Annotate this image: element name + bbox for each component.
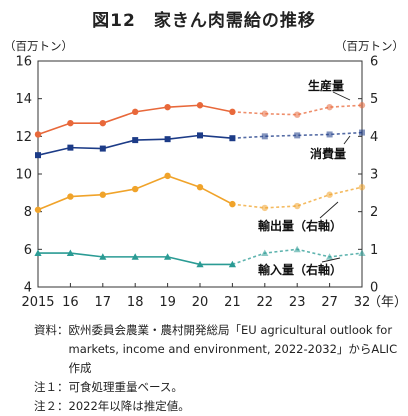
data-point <box>132 137 139 144</box>
data-point <box>164 136 171 143</box>
data-point <box>197 132 203 139</box>
x-tick-label: 2015 <box>21 295 54 310</box>
x-tick-label: 16 <box>62 295 79 310</box>
series-label: 輸入量（右軸） <box>258 262 342 277</box>
x-tick-label: 23 <box>289 295 306 310</box>
data-point <box>359 129 365 136</box>
data-point <box>67 193 74 200</box>
left-axis-unit: （百万トン） <box>4 39 73 53</box>
data-point <box>294 132 301 139</box>
right-tick-label: 2 <box>370 205 378 220</box>
data-point <box>261 204 268 212</box>
data-point <box>99 119 107 127</box>
data-point <box>229 200 236 208</box>
label-leader-line <box>332 91 351 101</box>
data-point <box>99 191 107 198</box>
data-point <box>131 253 139 260</box>
left-tick-label: 16 <box>15 55 32 70</box>
notes: 資料： 欧州委員会農業・農村開発総局「EU agricultural outlo… <box>34 321 406 416</box>
series-label: 生産量 <box>308 78 344 93</box>
data-point <box>196 102 204 109</box>
x-tick-label: 32 <box>354 295 371 310</box>
series-line-estimate <box>232 186 363 209</box>
label-leader-line <box>319 201 339 219</box>
label-leader-line <box>343 135 351 145</box>
source-label: 資料： <box>34 323 69 337</box>
right-tick-label: 3 <box>370 168 378 183</box>
x-axis-unit: （年） <box>368 295 407 310</box>
data-point <box>34 131 42 138</box>
data-point <box>66 249 74 256</box>
note-2: 注２： 2022年以降は推定値。 <box>34 397 406 416</box>
right-axis-unit: （百万トン） <box>335 39 404 53</box>
left-tick-label: 6 <box>24 243 32 258</box>
series-label: 輸出量（右軸） <box>258 218 342 233</box>
right-tick-label: 6 <box>370 55 378 70</box>
data-point <box>294 111 301 118</box>
label-leader-line <box>321 257 341 263</box>
data-point <box>358 183 366 191</box>
note-1-label: 注１： <box>34 380 69 394</box>
right-tick-label: 1 <box>370 243 378 258</box>
data-point <box>132 185 139 193</box>
data-point <box>228 260 236 268</box>
right-tick-label: 4 <box>370 130 378 145</box>
series-line-actual <box>37 175 233 211</box>
x-tick-label: 21 <box>224 295 241 310</box>
data-point <box>326 131 333 138</box>
data-point <box>196 183 204 191</box>
data-point <box>229 108 236 116</box>
data-point <box>326 191 333 198</box>
data-point <box>164 172 171 180</box>
note-2-text: 2022年以降は推定値。 <box>68 399 190 413</box>
x-tick-label: 20 <box>192 295 209 310</box>
note-1: 注１： 可食処理重量ベース。 <box>34 378 406 397</box>
data-point <box>99 145 106 152</box>
note-2-label: 注２： <box>34 399 69 413</box>
data-point <box>261 249 269 256</box>
series-label: 消費量 <box>310 146 346 161</box>
note-1-text: 可食処理重量ベース。 <box>68 380 183 394</box>
x-tick-label: 18 <box>127 295 144 310</box>
data-point <box>358 102 366 109</box>
right-tick-label: 5 <box>370 92 378 107</box>
x-tick-label: 19 <box>159 295 176 310</box>
data-point <box>164 103 171 111</box>
data-point <box>196 260 204 268</box>
right-tick-label: 0 <box>370 281 378 296</box>
data-point <box>34 249 42 256</box>
data-point <box>293 245 301 253</box>
source-text: 欧州委員会農業・農村開発総局「EU agricultural outlook f… <box>68 323 398 375</box>
data-point <box>261 110 268 117</box>
data-point <box>67 119 74 127</box>
left-tick-label: 10 <box>15 168 32 183</box>
data-point <box>34 206 42 213</box>
source-note: 資料： 欧州委員会農業・農村開発総局「EU agricultural outlo… <box>34 321 406 378</box>
data-point <box>229 135 236 142</box>
data-point <box>326 103 333 111</box>
left-tick-label: 14 <box>15 92 32 107</box>
data-point <box>67 144 74 151</box>
data-point <box>294 202 301 210</box>
data-point <box>164 253 172 260</box>
data-point <box>261 133 268 140</box>
chart-title: 図12 家きん肉需給の推移 <box>92 11 316 31</box>
left-tick-label: 4 <box>24 281 32 296</box>
data-point <box>35 152 41 159</box>
data-point <box>358 249 366 256</box>
x-tick-label: 22 <box>257 295 274 310</box>
left-tick-label: 12 <box>15 130 32 145</box>
x-tick-label: 17 <box>95 295 112 310</box>
x-tick-label: 27 <box>321 295 338 310</box>
data-point <box>132 108 139 116</box>
data-point <box>99 253 107 260</box>
data-point <box>326 253 334 260</box>
left-tick-label: 8 <box>24 205 32 220</box>
